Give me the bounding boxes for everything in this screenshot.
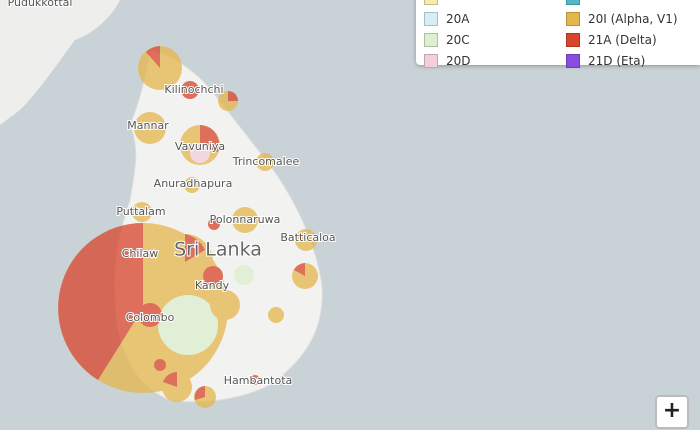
legend-label: 21A (Delta) — [588, 33, 657, 47]
place-label: Polonnaruwa — [210, 213, 281, 226]
legend: 20A 20I (Alpha, V1) 20C 21A (Delta) 20D 21D (… — [416, 0, 700, 68]
place-label: Colombo — [126, 311, 175, 324]
legend-label: 20I (Alpha, V1) — [588, 12, 678, 26]
legend-label: 21D (Eta) — [588, 54, 646, 68]
country-label: Sri Lanka — [174, 239, 262, 261]
legend-swatch — [424, 12, 438, 26]
place-label: Mannar — [127, 119, 169, 132]
place-label: Anuradhapura — [154, 177, 233, 190]
place-label: Pudukkottai — [8, 0, 73, 9]
place-label: Kilinochchi — [164, 83, 223, 96]
place-label: Chilaw — [122, 247, 159, 260]
legend-item[interactable]: 21A (Delta) — [566, 33, 657, 47]
legend-item[interactable]: 20C — [424, 33, 470, 47]
legend-swatch — [424, 54, 438, 68]
place-label: Batticaloa — [280, 231, 335, 244]
legend-label: 20C — [446, 33, 470, 47]
place-label: Trincomalee — [232, 155, 300, 168]
place-label: Kandy — [195, 279, 230, 292]
legend-label: 20A — [446, 12, 470, 26]
legend-swatch — [566, 12, 580, 26]
legend-swatch — [566, 54, 580, 68]
zoom-in-button[interactable]: + — [655, 395, 689, 429]
legend-item[interactable]: 20D — [424, 54, 471, 68]
legend-swatch — [424, 33, 438, 47]
legend-item[interactable]: 20I (Alpha, V1) — [566, 12, 678, 26]
legend-label: 20D — [446, 54, 471, 68]
place-label: Puttalam — [116, 205, 165, 218]
legend-item[interactable]: 20A — [424, 12, 469, 26]
legend-item[interactable]: 21D (Eta) — [566, 54, 645, 68]
place-label: Hambantota — [224, 374, 293, 387]
legend-swatch — [566, 33, 580, 47]
place-label: Vavuniya — [175, 140, 225, 153]
pie-markers — [58, 46, 318, 408]
india-coast — [0, 0, 120, 125]
